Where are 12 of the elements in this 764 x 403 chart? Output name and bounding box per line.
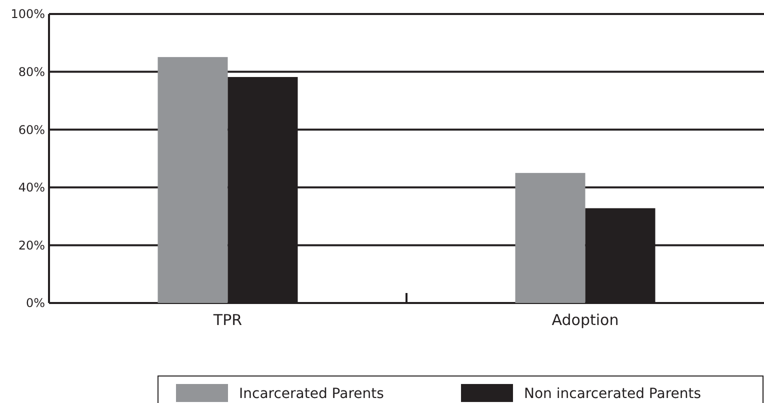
x-tick-label: TPR bbox=[212, 311, 242, 329]
y-tick-label: 100% bbox=[10, 7, 45, 22]
y-tick-label: 60% bbox=[18, 122, 45, 137]
y-tick-label: 0% bbox=[26, 296, 45, 310]
x-tick-label: Adoption bbox=[552, 311, 619, 329]
legend-label: Non incarcerated Parents bbox=[524, 386, 702, 402]
bar bbox=[158, 57, 228, 303]
legend-label: Incarcerated Parents bbox=[239, 386, 384, 402]
y-tick-label: 20% bbox=[18, 238, 45, 252]
y-tick-label: 40% bbox=[18, 180, 45, 195]
bar bbox=[515, 172, 586, 303]
y-tick-label: 80% bbox=[18, 65, 45, 79]
